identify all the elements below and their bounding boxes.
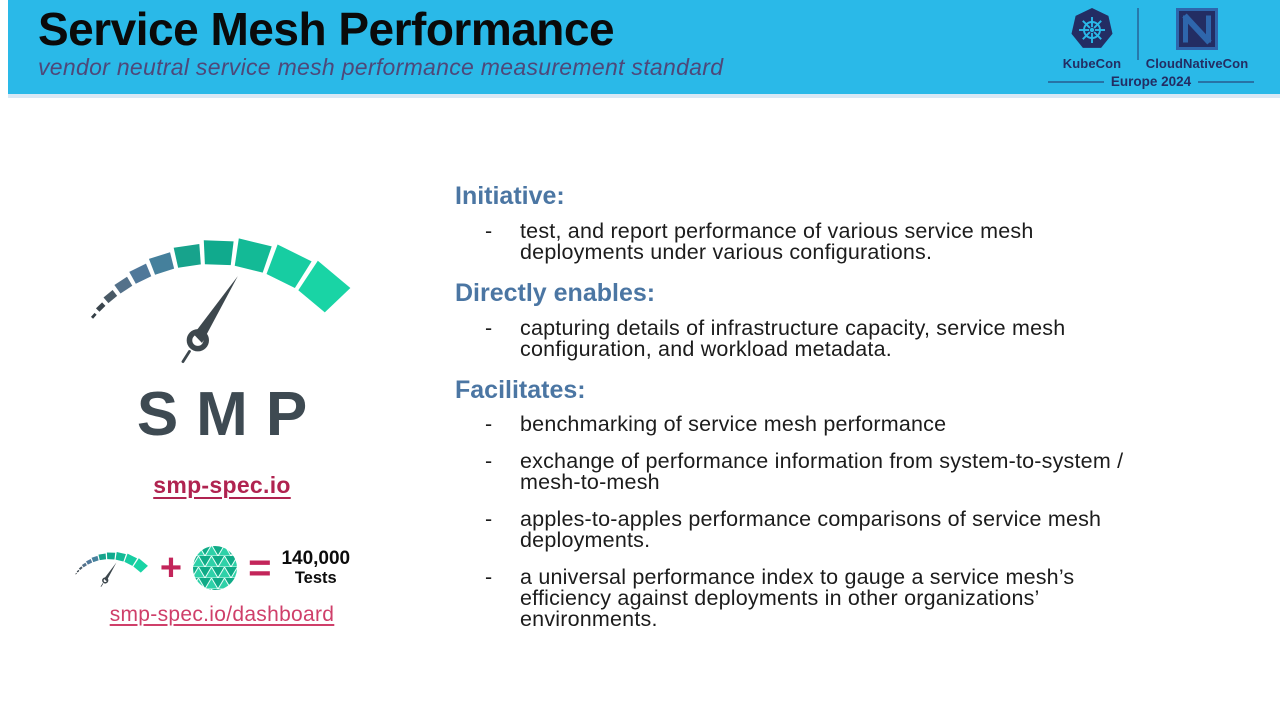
event-logo: KubeCon CloudNativeCon Europe 2024 — [1048, 6, 1255, 89]
plus-sign: + — [159, 547, 183, 589]
bullet-dash: - — [485, 412, 493, 437]
section-heading: Directly enables: — [455, 278, 656, 307]
kubecon-label: KubeCon — [1062, 56, 1122, 71]
smp-site-link[interactable]: smp-spec.io — [153, 472, 291, 498]
bullet-text: a universal performance index to gauge a… — [520, 565, 1075, 632]
bullet-text: benchmarking of service mesh performance — [520, 412, 947, 437]
equals-sign: = — [248, 546, 272, 590]
tests-equation: + = 140,000 Tests — [50, 545, 374, 591]
bullet-dash: - — [485, 565, 493, 590]
mesh-sphere-icon — [193, 546, 238, 590]
bullet-item: - exchange of performance information fr… — [455, 449, 1155, 495]
tests-result: 140,000 Tests — [281, 548, 350, 589]
slide-header: Service Mesh Performance vendor neutral … — [8, 0, 1280, 98]
bullet-dash: - — [485, 218, 493, 243]
bullet-text: apples-to-apples performance comparisons… — [520, 507, 1102, 553]
tests-unit: Tests — [294, 569, 337, 588]
bullet-dash: - — [485, 507, 493, 532]
bullet-item: - test, and report performance of variou… — [455, 218, 1155, 264]
tests-count: 140,000 — [281, 547, 351, 569]
bullet-item: - benchmarking of service mesh performan… — [455, 412, 1155, 437]
logo-divider — [1137, 8, 1139, 60]
section-heading: Initiative: — [455, 182, 565, 210]
content: Initiative: - test, and report performan… — [455, 182, 1155, 646]
smp-wordmark: SMP — [136, 380, 326, 449]
bullet-dash: - — [485, 449, 493, 474]
bullet-text: test, and report performance of various … — [520, 218, 1034, 264]
cloudnativecon-icon — [1176, 8, 1218, 50]
section-heading: Facilitates: — [455, 375, 586, 404]
section-directly-enables: Directly enables: - capturing details of… — [455, 279, 1155, 360]
smp-panel: SMP smp-spec.io + = 140,000 Tests smp-sp… — [50, 225, 394, 627]
smp-dashboard-link[interactable]: smp-spec.io/dashboard — [109, 603, 335, 626]
smp-gauge-logo — [90, 238, 351, 364]
bullet-text: capturing details of infrastructure capa… — [520, 315, 1066, 361]
section-facilitates: Facilitates: - benchmarking of service m… — [455, 376, 1155, 631]
bullet-dash: - — [485, 315, 493, 340]
edition-line — [1048, 80, 1104, 83]
bullet-text: exchange of performance information from… — [520, 449, 1124, 495]
edition-label: Europe 2024 — [1110, 74, 1192, 89]
slide-subtitle: vendor neutral service mesh performance … — [38, 54, 724, 81]
section-initiative: Initiative: - test, and report performan… — [455, 182, 1155, 263]
bullet-item: - capturing details of infrastructure ca… — [455, 315, 1155, 361]
bullet-item: - a universal performance index to gauge… — [455, 565, 1155, 632]
gauge-icon — [75, 551, 148, 587]
edition-line — [1198, 80, 1255, 83]
kubecon-icon — [1071, 8, 1113, 48]
edition-row: Europe 2024 — [1048, 74, 1255, 89]
bullet-item: - apples-to-apples performance compariso… — [455, 507, 1155, 553]
slide-title: Service Mesh Performance — [38, 3, 615, 55]
cloudnativecon-label: CloudNativeCon — [1145, 56, 1249, 71]
